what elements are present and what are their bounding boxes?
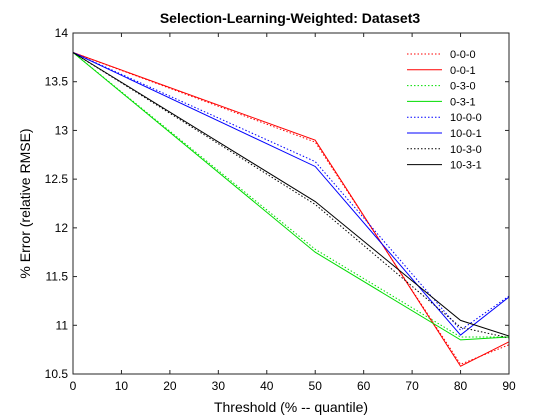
x-axis-label: Threshold (% -- quantile) bbox=[214, 399, 368, 415]
series-line-0-3-0 bbox=[72, 52, 509, 338]
chart-title: Selection-Learning-Weighted: Dataset3 bbox=[160, 10, 421, 26]
plot-frame bbox=[72, 32, 510, 375]
legend-label-10-3-1: 10-3-1 bbox=[450, 160, 482, 172]
y-tick-label: 12.5 bbox=[45, 172, 69, 186]
legend: 0-0-0 0-0-1 0-3-0 0-3-1 10-0-0 10-0-1 10-3-0 10… bbox=[407, 49, 482, 172]
x-tick-label: 80 bbox=[454, 379, 468, 393]
x-tick-label: 0 bbox=[70, 379, 77, 393]
series-line-0-3-1 bbox=[72, 52, 510, 341]
legend-label-0-0-0: 0-0-0 bbox=[450, 49, 476, 61]
series-line-0-0-1 bbox=[72, 52, 510, 367]
x-tick-label: 90 bbox=[502, 379, 516, 393]
series-line-10-3-0 bbox=[72, 52, 510, 339]
legend-label-0-3-0: 0-3-0 bbox=[450, 81, 476, 93]
series-line-10-3-1 bbox=[72, 52, 510, 337]
y-tick-label: 10.5 bbox=[45, 367, 69, 381]
series-line-10-0-1 bbox=[72, 52, 510, 336]
plot-area bbox=[73, 33, 509, 374]
y-tick-label: 12 bbox=[55, 221, 69, 235]
legend-label-10-0-0: 10-0-0 bbox=[450, 112, 482, 124]
y-tick-label: 11 bbox=[56, 318, 69, 332]
y-tick-label: 11.5 bbox=[46, 270, 69, 284]
x-tick-label: 50 bbox=[309, 379, 323, 393]
legend-label-10-3-0: 10-3-0 bbox=[450, 144, 482, 156]
series-lines bbox=[72, 52, 510, 367]
x-tick-label: 60 bbox=[357, 379, 371, 393]
x-tick-label: 70 bbox=[405, 379, 419, 393]
x-tick-label: 30 bbox=[212, 379, 226, 393]
legend-label-0-0-1: 0-0-1 bbox=[450, 65, 476, 77]
x-tick-label: 20 bbox=[163, 379, 177, 393]
x-tick-label: 40 bbox=[260, 379, 274, 393]
y-tick-label: 13 bbox=[55, 123, 69, 137]
y-tick-label: 13.5 bbox=[45, 75, 69, 89]
x-tick-label: 10 bbox=[115, 379, 129, 393]
y-axis-label: % Error (relative RMSE) bbox=[17, 128, 33, 278]
y-tick-label: 14 bbox=[55, 26, 69, 40]
legend-label-10-0-1: 10-0-1 bbox=[450, 128, 482, 140]
axis-ticks: 0 10 20 30 40 50 60 70 80 90 10.5 11 11.5 12 12.5 13 13.… bbox=[45, 26, 516, 393]
legend-label-0-3-1: 0-3-1 bbox=[450, 96, 476, 108]
